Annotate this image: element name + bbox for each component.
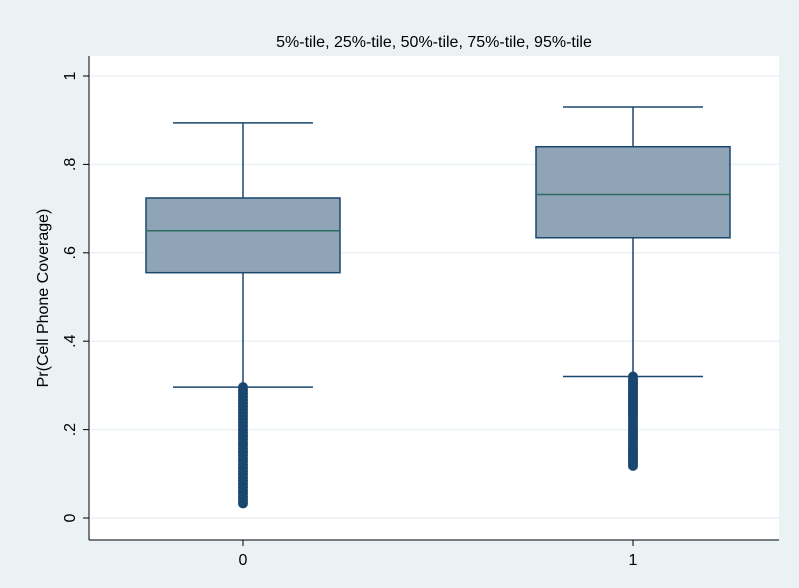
plot-area — [89, 56, 779, 540]
y-axis-title: Pr(Cell Phone Coverage) — [35, 209, 52, 388]
y-tick-label: .6 — [62, 246, 79, 259]
x-tick-label: 0 — [239, 552, 248, 569]
box-iqr — [145, 197, 341, 274]
boxes — [145, 106, 731, 509]
box-group — [145, 122, 341, 509]
y-tick-label: 0 — [62, 513, 79, 522]
y-tick-label: .8 — [62, 158, 79, 171]
y-tick-label: 1 — [62, 71, 79, 80]
y-tick-label: .4 — [62, 334, 79, 347]
box-iqr — [535, 145, 731, 239]
box-group — [535, 106, 731, 471]
chart-title: 5%-tile, 25%-tile, 50%-tile, 75%-tile, 9… — [276, 34, 592, 51]
y-axis: 0 .2 .4 .6 .8 1 — [62, 56, 90, 540]
x-tick-label: 1 — [629, 552, 638, 569]
y-tick-label: .2 — [62, 423, 79, 436]
